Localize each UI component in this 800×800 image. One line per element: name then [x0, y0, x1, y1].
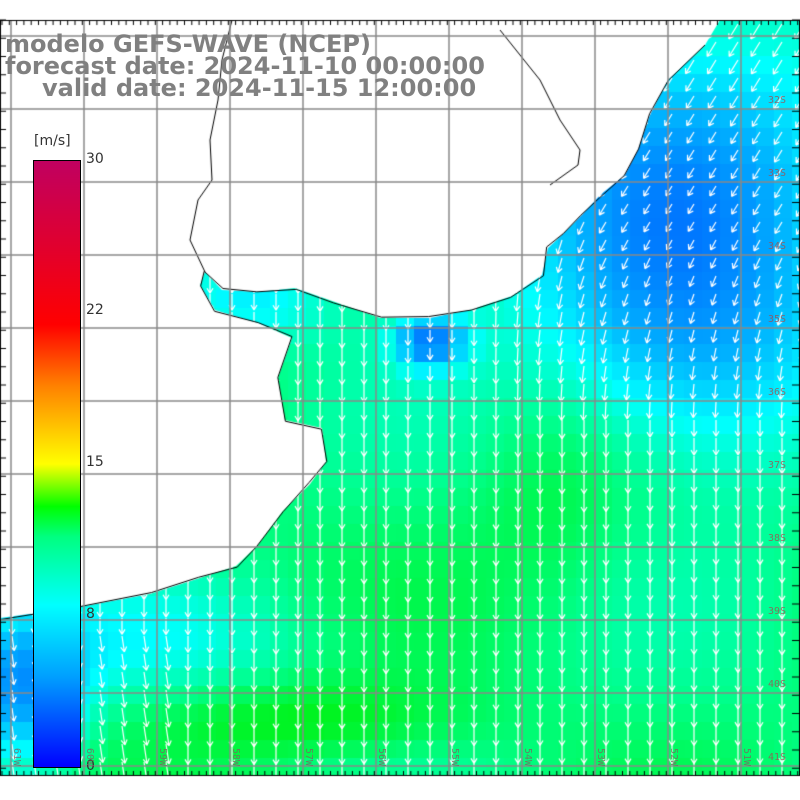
longitude-label: 54W: [522, 748, 533, 767]
colorbar-tick: 8: [86, 606, 95, 622]
longitude-label: 57W: [303, 748, 314, 767]
colorbar-tick: 0: [86, 758, 95, 774]
longitude-label: 60W: [84, 748, 95, 767]
colorbar-tick: 15: [86, 454, 104, 470]
forecast-date: forecast date: 2024-11-10 00:00:00: [5, 52, 485, 80]
model-title: modelo GEFS-WAVE (NCEP): [5, 30, 371, 58]
latitude-label: 33S: [768, 168, 787, 179]
colorbar: [33, 160, 81, 768]
longitude-label: 58W: [230, 748, 241, 767]
colorbar-tick: 22: [86, 302, 104, 318]
longitude-label: 55W: [449, 748, 460, 767]
latitude-label: 37S: [768, 460, 787, 471]
latitude-label: 41S: [768, 752, 787, 763]
longitude-label: 52W: [668, 748, 679, 767]
latitude-label: 32S: [768, 95, 787, 106]
longitude-label: 59W: [157, 748, 168, 767]
latitude-label: 35S: [768, 314, 787, 325]
latitude-label: 36S: [768, 387, 787, 398]
longitude-label: 51W: [741, 748, 752, 767]
latitude-label: 34S: [768, 241, 787, 252]
latitude-label: 38S: [768, 533, 787, 544]
valid-date: valid date: 2024-11-15 12:00:00: [42, 74, 477, 102]
longitude-label: 61W: [11, 748, 22, 767]
latitude-label: 39S: [768, 606, 787, 617]
colorbar-tick: 30: [86, 151, 104, 167]
longitude-label: 56W: [376, 748, 387, 767]
longitude-label: 53W: [595, 748, 606, 767]
colorbar-unit: [m/s]: [34, 133, 71, 149]
latitude-label: 40S: [768, 679, 787, 690]
